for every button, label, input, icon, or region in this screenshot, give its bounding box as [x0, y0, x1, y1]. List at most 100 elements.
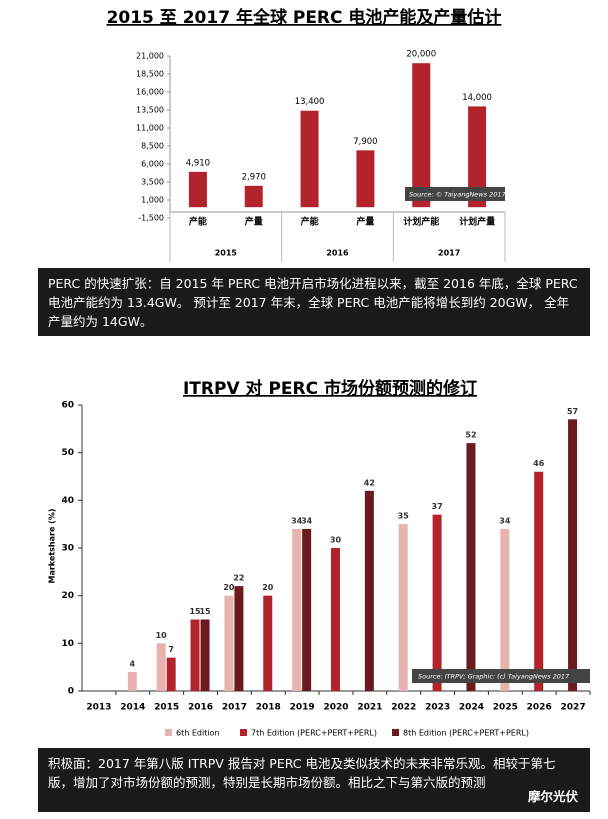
- x-tick-label: 产量: [245, 216, 263, 228]
- value-label: 4: [130, 659, 136, 668]
- value-label: 20: [223, 583, 235, 592]
- x-tick-label: 2020: [323, 703, 348, 713]
- x-tick-label: 2024: [459, 703, 484, 713]
- y-tick-label: 0: [68, 687, 74, 697]
- legend-swatch: [240, 729, 247, 736]
- value-label: 20: [262, 583, 274, 592]
- y-tick-label: 60: [61, 401, 74, 411]
- legend-label: 8th Edition (PERC+PERT+PERL): [403, 729, 529, 738]
- bar: [364, 490, 374, 691]
- x-tick-label: 2014: [120, 703, 145, 713]
- y-tick-label: 6,000: [141, 160, 164, 169]
- y-tick-label: 16,000: [136, 88, 164, 97]
- y-tick-label: 18,500: [136, 70, 164, 79]
- x-tick-label: 2013: [86, 703, 111, 713]
- x-tick-label: 计划产量: [459, 216, 495, 228]
- x-tick-label: 2027: [561, 703, 586, 713]
- bar: [166, 657, 176, 691]
- value-label: 15: [199, 607, 211, 616]
- value-label: 46: [533, 459, 545, 468]
- value-label: 2,970: [242, 172, 266, 182]
- value-label: 15: [189, 607, 201, 616]
- bar: [300, 110, 319, 208]
- y-axis-label: Marketshare (%): [48, 509, 57, 584]
- chart-title: ITRPV 对 PERC 市场份额预测的修订: [183, 378, 477, 399]
- x-tick-label: 计划产能: [403, 216, 439, 228]
- y-tick-label: 30: [61, 544, 74, 554]
- x-tick-label: 2016: [188, 703, 213, 713]
- group-label: 2016: [326, 249, 349, 258]
- group-label: 2015: [215, 249, 238, 258]
- value-label: 13,400: [295, 97, 325, 107]
- value-label: 10: [156, 631, 168, 640]
- x-tick-label: 2026: [527, 703, 552, 713]
- source-box: [412, 669, 590, 683]
- caption-text: 积极面：2017 年第八版 ITRPV 报告对 PERC 电池及类似技术的未来非…: [48, 756, 556, 790]
- bar: [534, 471, 544, 691]
- chart-title: 2015 至 2017 年全球 PERC 电池产能及产量估计: [107, 7, 502, 28]
- y-tick-label: 1,000: [141, 196, 164, 205]
- bar: [356, 150, 375, 208]
- value-label: 35: [398, 512, 410, 521]
- value-label: 37: [432, 502, 443, 511]
- value-label: 57: [567, 407, 578, 416]
- x-tick-label: 产量: [356, 216, 374, 228]
- legend-swatch: [392, 729, 399, 736]
- bar: [302, 528, 312, 691]
- chart-share: ITRPV 对 PERC 市场份额预测的修订 Marketshare (%) 0…: [48, 378, 591, 738]
- y-tick-label: -1,500: [138, 214, 164, 223]
- bar: [234, 586, 244, 691]
- bar: [500, 528, 510, 691]
- watermark: 摩尔光伏: [527, 789, 578, 804]
- bar: [468, 106, 487, 208]
- x-tick-label: 2015: [154, 703, 179, 713]
- x-tick-label: 产能: [301, 216, 319, 228]
- caption: PERC 的快速扩张：自 2015 年 PERC 电池开启市场化进程以来，截至 …: [38, 268, 590, 336]
- caption: 积极面：2017 年第八版 ITRPV 报告对 PERC 电池及类似技术的未来非…: [38, 748, 590, 812]
- source: Source: © TaiyangNews 2017: [409, 191, 506, 199]
- x-tick-label: 2019: [290, 703, 315, 713]
- bar: [188, 171, 207, 208]
- value-label: 42: [364, 478, 375, 487]
- value-label: 30: [330, 536, 342, 545]
- bar: [292, 528, 302, 691]
- bar: [244, 185, 263, 208]
- x-tick-label: 2022: [391, 703, 416, 713]
- value-label: 4,910: [186, 158, 210, 168]
- bar: [190, 619, 200, 691]
- legend-label: 7th Edition (PERC+PERT+PERL): [251, 729, 377, 738]
- value-label: 14,000: [462, 93, 492, 103]
- legend-label: 6th Edition: [176, 729, 220, 738]
- y-tick-label: 10: [61, 639, 74, 649]
- x-tick-label: 产能: [189, 216, 207, 228]
- value-label: 22: [233, 574, 244, 583]
- bar: [432, 514, 442, 691]
- y-tick-label: 20: [61, 591, 74, 601]
- value-label: 34: [499, 516, 511, 525]
- source-box: [405, 187, 505, 201]
- bar: [224, 595, 234, 691]
- bar: [466, 443, 476, 691]
- bar: [412, 63, 431, 208]
- bar: [127, 671, 137, 691]
- y-tick-label: 13,500: [136, 106, 164, 115]
- value-label: 34: [291, 516, 303, 525]
- bar: [568, 419, 578, 691]
- value-label: 20,000: [406, 50, 436, 60]
- y-tick-label: 11,000: [136, 124, 164, 133]
- chart-capacity: 2015 至 2017 年全球 PERC 电池产能及产量估计 -1,500 1,0…: [107, 7, 506, 262]
- value-label: 52: [465, 431, 476, 440]
- y-tick-label: 8,500: [141, 142, 164, 151]
- source: Source: ITRPV; Graphic: (c) TaiyangNews …: [418, 673, 570, 681]
- bar: [156, 643, 166, 691]
- x-tick-label: 2017: [222, 703, 247, 713]
- x-tick-label: 2021: [357, 703, 382, 713]
- bar: [398, 524, 408, 691]
- group-label: 2017: [438, 249, 460, 258]
- bar: [263, 595, 273, 691]
- y-tick-label: 40: [61, 496, 74, 506]
- y-tick-label: 3,500: [141, 178, 164, 187]
- y-tick-label: 21,000: [136, 52, 164, 61]
- x-tick-label: 2023: [425, 703, 450, 713]
